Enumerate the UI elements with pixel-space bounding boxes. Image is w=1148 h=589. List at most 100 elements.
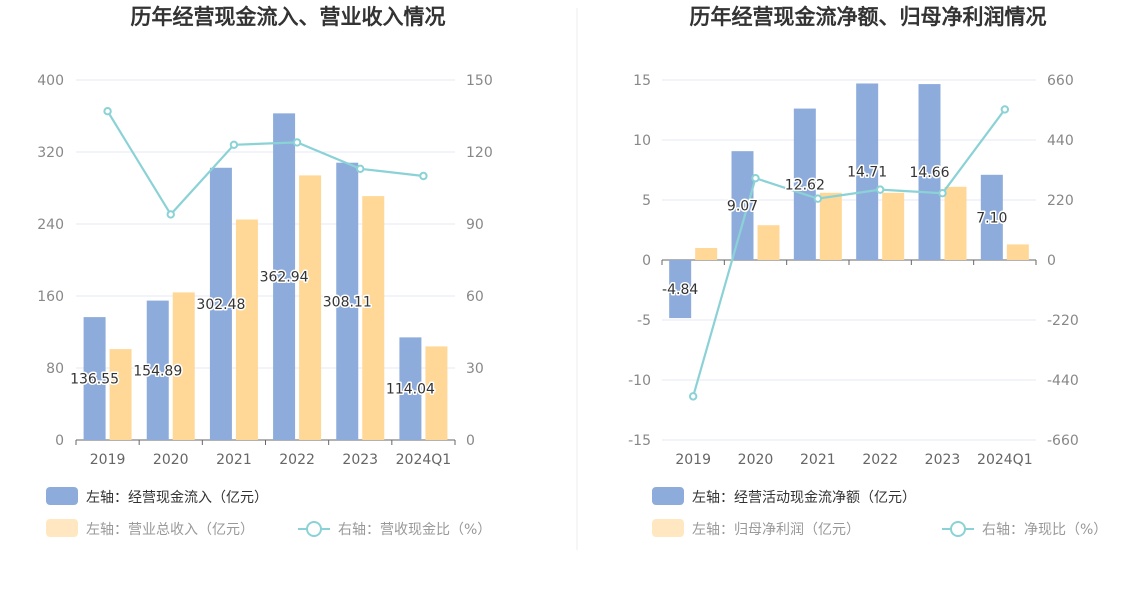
- legend-swatch-marker: [306, 521, 322, 537]
- bar-primary: [336, 162, 359, 441]
- bar-secondary: [425, 346, 448, 440]
- bar-primary: [83, 317, 106, 440]
- bar-data-label: 136.55: [70, 372, 119, 388]
- bar-data-label: 114.04: [386, 382, 435, 398]
- right-axis-tick: 30: [466, 361, 484, 377]
- bar-data-label: 14.71: [847, 165, 887, 181]
- left-axis-tick: 0: [642, 253, 651, 269]
- x-axis-tick: 2019: [90, 452, 126, 468]
- bar-secondary: [757, 225, 780, 260]
- bar-data-label: -4.84: [662, 282, 698, 298]
- left-axis-tick: -5: [637, 313, 651, 329]
- right-axis-tick: 660: [1047, 73, 1074, 89]
- right-axis-tick: -440: [1047, 373, 1079, 389]
- bar-secondary: [944, 186, 967, 260]
- bar-secondary: [299, 175, 322, 440]
- x-axis-tick: 2020: [153, 452, 189, 468]
- legend-label: 左轴：经营现金流入（亿元）: [86, 490, 268, 506]
- bar-data-label: 7.10: [976, 210, 1007, 226]
- bar-primary: [399, 337, 422, 440]
- chart-panel-1: 历年经营现金流入、营业收入情况 0 0 80 30 160 60 240 90 320 120 400…: [37, 5, 492, 538]
- bar-primary: [731, 151, 754, 260]
- legend-swatch-bar: [46, 519, 78, 537]
- chart-panel-2: 历年经营现金流净额、归母净利润情况 -15 -660 -10 -440 -5 -220 0 0 5…: [628, 5, 1107, 538]
- bar-secondary: [882, 192, 905, 260]
- line-point: [751, 173, 760, 183]
- x-axis-tick: 2021: [216, 452, 252, 468]
- bar-primary: [669, 260, 692, 319]
- legend: 左轴：经营活动现金流净额（亿元） 左轴：归母净利润（亿元） 右轴：净现比（%）: [652, 487, 1107, 538]
- left-axis-tick: 0: [55, 433, 64, 449]
- bar-data-label: 12.62: [785, 177, 825, 193]
- x-axis-tick: 2022: [279, 452, 315, 468]
- right-axis-tick: 0: [1047, 253, 1056, 269]
- left-axis-tick: 15: [633, 73, 651, 89]
- x-axis-tick: 2024Q1: [396, 452, 452, 468]
- right-axis-tick: -220: [1047, 313, 1079, 329]
- bar-primary: [273, 113, 296, 440]
- left-axis-tick: -10: [628, 373, 651, 389]
- x-axis-tick: 2023: [925, 452, 961, 468]
- right-axis-tick: 0: [466, 433, 475, 449]
- right-axis-tick: 60: [466, 289, 484, 305]
- bar-data-label: 9.07: [727, 199, 758, 215]
- line-point: [229, 140, 239, 150]
- line-point: [813, 194, 823, 203]
- left-axis-tick: 80: [46, 361, 64, 377]
- line-point: [688, 392, 698, 401]
- bar-secondary: [172, 292, 195, 440]
- legend-label: 右轴：净现比（%）: [982, 522, 1107, 538]
- legend-label: 右轴：营收现金比（%）: [338, 522, 491, 538]
- legend-label: 左轴：营业总收入（亿元）: [86, 522, 254, 538]
- bar-data-label: 154.89: [133, 363, 182, 379]
- left-axis-tick: 400: [37, 73, 64, 89]
- right-axis-tick: 120: [466, 145, 493, 161]
- chart-title: 历年经营现金流入、营业收入情况: [131, 5, 446, 29]
- left-axis-tick: 10: [633, 133, 651, 149]
- bar-secondary: [819, 192, 842, 260]
- bar-secondary: [235, 219, 258, 440]
- bar-primary: [856, 83, 879, 260]
- bar-data-label: 308.11: [323, 294, 372, 310]
- bar-primary: [980, 174, 1003, 260]
- right-axis-tick: 90: [466, 217, 484, 233]
- right-axis-tick: 150: [466, 73, 493, 89]
- line-point: [419, 171, 428, 181]
- x-axis-tick: 2022: [862, 452, 898, 468]
- bar-data-label: 14.66: [909, 165, 949, 181]
- legend-swatch-bar: [652, 519, 684, 537]
- left-axis-tick: 240: [37, 217, 64, 233]
- line-series: [692, 108, 1006, 397]
- bar-data-label: 362.94: [260, 270, 309, 286]
- left-axis-tick: 5: [642, 193, 651, 209]
- line-point: [103, 107, 112, 116]
- chart-title: 历年经营现金流净额、归母净利润情况: [690, 5, 1047, 29]
- legend-label: 左轴：归母净利润（亿元）: [692, 521, 860, 538]
- legend-label: 左轴：经营活动现金流净额（亿元）: [692, 490, 916, 506]
- legend-swatch-bar: [46, 487, 78, 505]
- bar-secondary: [362, 196, 385, 440]
- legend-swatch-bar: [652, 487, 684, 505]
- x-axis-tick: 2019: [675, 452, 711, 468]
- bar-primary: [793, 108, 816, 260]
- right-axis-tick: -660: [1047, 433, 1079, 449]
- bar-primary: [918, 84, 941, 260]
- legend: 左轴：经营现金流入（亿元） 左轴：营业总收入（亿元） 右轴：营收现金比（%）: [46, 487, 491, 538]
- right-axis-tick: 440: [1047, 133, 1074, 149]
- legend-swatch-marker: [950, 521, 966, 537]
- bar-primary: [209, 167, 232, 440]
- bar-data-label: 302.48: [196, 297, 245, 313]
- left-axis-tick: 160: [37, 289, 64, 305]
- line-point: [875, 185, 885, 194]
- line-series: [106, 110, 424, 217]
- left-axis-tick: -15: [628, 433, 651, 449]
- left-axis-tick: 320: [37, 145, 64, 161]
- bar-primary: [146, 300, 169, 440]
- right-axis-tick: 220: [1047, 193, 1074, 209]
- x-axis-tick: 2020: [738, 452, 774, 468]
- bar-secondary: [695, 248, 718, 260]
- x-axis-tick: 2024Q1: [977, 452, 1033, 468]
- line-point: [1000, 105, 1010, 114]
- line-point: [938, 188, 947, 198]
